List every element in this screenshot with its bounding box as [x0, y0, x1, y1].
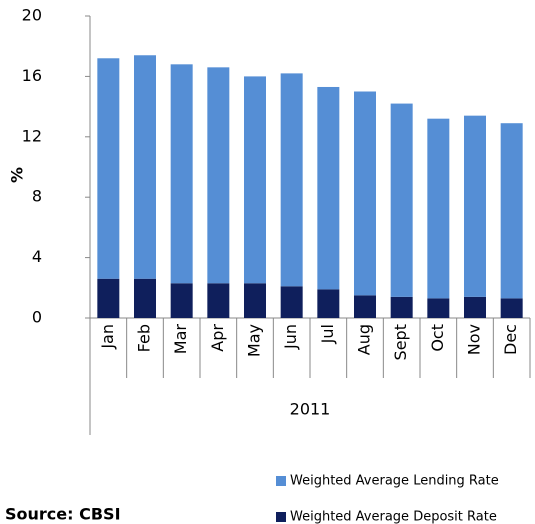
y-tick-label: 20	[22, 6, 42, 25]
bar	[134, 278, 156, 318]
legend-swatch	[276, 476, 286, 486]
bar	[464, 115, 486, 297]
x-tick-label: Oct	[428, 324, 447, 352]
bar	[427, 298, 450, 318]
bar	[134, 55, 156, 279]
bar	[97, 58, 120, 279]
bar	[207, 67, 230, 284]
legend-swatch	[276, 512, 286, 522]
bar	[354, 91, 376, 296]
bar	[427, 118, 450, 299]
bar	[390, 103, 413, 297]
bar	[244, 76, 266, 284]
bar	[464, 296, 486, 318]
x-tick-label: Dec	[501, 324, 520, 355]
x-tick-label: Nov	[465, 324, 484, 355]
bar	[170, 64, 193, 284]
y-tick-label: 0	[32, 308, 42, 327]
bar	[500, 123, 523, 299]
x-tick-label: Jan	[98, 324, 117, 350]
x-tick-label: Feb	[135, 324, 154, 352]
y-axis-label: %	[8, 167, 27, 183]
bar	[170, 283, 193, 318]
bar	[280, 286, 303, 318]
x-tick-label: May	[245, 324, 264, 357]
legend-label: Weighted Average Lending Rate	[290, 474, 499, 489]
bar	[244, 283, 266, 318]
x-tick-label: Sept	[391, 324, 410, 360]
bar	[317, 289, 340, 318]
bar	[500, 298, 523, 318]
x-tick-label: Aug	[355, 324, 374, 355]
source: Source: CBSI	[5, 505, 121, 524]
y-tick-label: 16	[22, 66, 42, 85]
x-tick-label: Mar	[171, 324, 190, 355]
bar	[354, 295, 376, 318]
y-tick-label: 4	[32, 247, 42, 266]
legend-label: Weighted Average Deposit Rate	[290, 510, 497, 524]
x-tick-label: Jul	[318, 324, 337, 344]
bar	[97, 278, 120, 318]
bar	[280, 73, 303, 287]
bar	[317, 86, 340, 290]
y-tick-label: 8	[32, 187, 42, 206]
y-tick-label: 12	[22, 126, 42, 145]
bar	[390, 296, 413, 318]
x-group-label: 2011	[290, 400, 331, 419]
bar	[207, 283, 230, 318]
x-tick-label: Jun	[281, 324, 300, 350]
x-tick-label: Apr	[208, 324, 227, 352]
